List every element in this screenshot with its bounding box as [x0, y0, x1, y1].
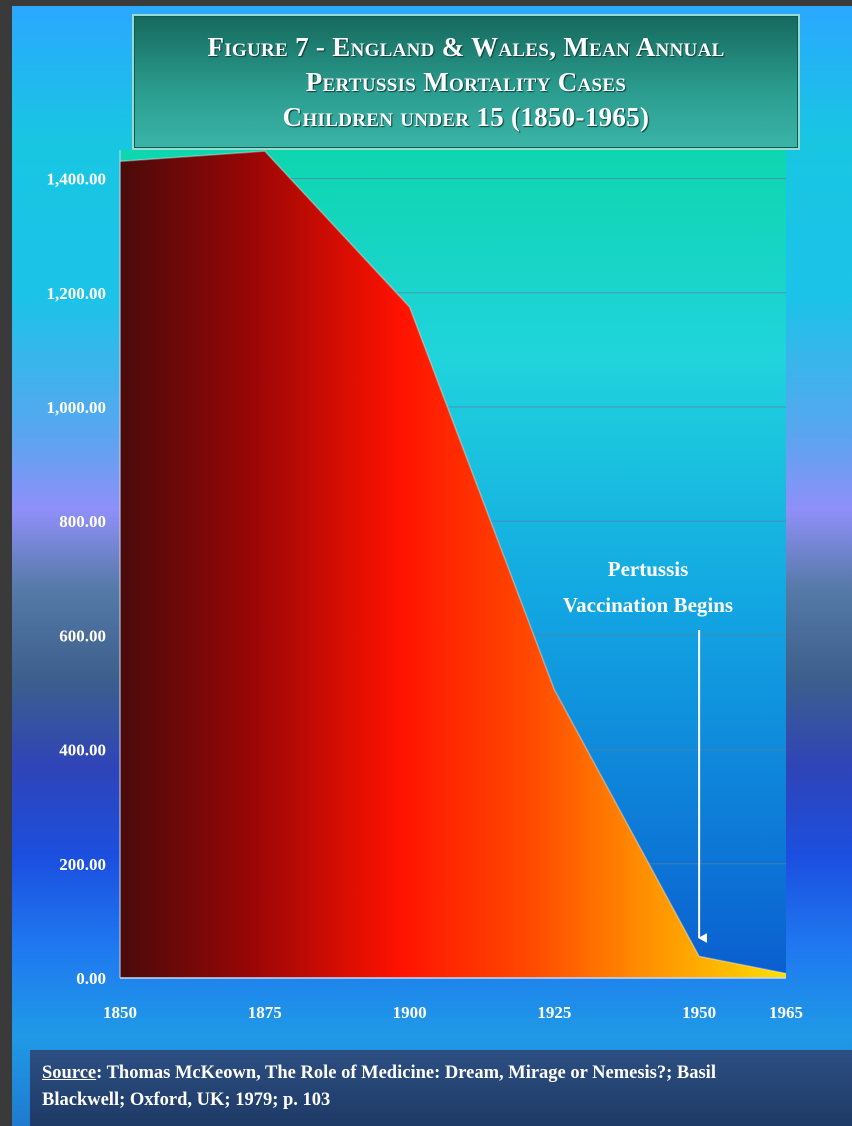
x-tick-labels: 1850 1875 1900 1925 1950 1965	[103, 1003, 803, 1022]
slide: Figure 7 - England & Wales, Mean Annual …	[12, 6, 852, 1126]
source-box: Source: Thomas McKeown, The Role of Medi…	[30, 1050, 852, 1126]
chart-title-line-1: Figure 7 - England & Wales, Mean Annual	[207, 31, 725, 62]
chart-title-box: Figure 7 - England & Wales, Mean Annual …	[132, 14, 800, 150]
annotation-line-2: Vaccination Begins	[563, 593, 733, 617]
x-tick-label: 1850	[103, 1003, 137, 1022]
x-tick-label: 1900	[393, 1003, 427, 1022]
y-tick-label: 1,000.00	[47, 398, 107, 417]
annotation-line-1: Pertussis	[608, 557, 689, 581]
chart-title-line-2: Pertussis Mortality Cases	[305, 66, 627, 97]
x-tick-label: 1925	[537, 1003, 571, 1022]
x-tick-label: 1875	[248, 1003, 282, 1022]
x-tick-label: 1965	[769, 1003, 803, 1022]
y-tick-label: 400.00	[59, 741, 106, 760]
series-area	[120, 151, 786, 978]
source-line-2: Blackwell; Oxford, UK; 1979; p. 103	[42, 1090, 331, 1110]
area-chart: 0.00 200.00 400.00 600.00 800.00 1,000.00 1,20…	[47, 150, 803, 1022]
y-tick-label: 600.00	[59, 626, 106, 645]
y-tick-label: 1,200.00	[47, 284, 107, 303]
vaccination-annotation: Pertussis Vaccination Begins	[563, 557, 733, 943]
source-label: Source	[42, 1063, 97, 1083]
y-tick-label: 0.00	[76, 969, 106, 988]
source-line-1: Source: Thomas McKeown, The Role of Medi…	[30, 1060, 852, 1087]
source-text-1: : Thomas McKeown, The Role of Medicine: …	[96, 1063, 716, 1083]
y-tick-label: 1,400.00	[47, 170, 107, 189]
y-tick-label: 800.00	[59, 512, 106, 531]
x-tick-label: 1950	[682, 1003, 716, 1022]
y-tick-labels: 0.00 200.00 400.00 600.00 800.00 1,000.00 1,20…	[47, 170, 107, 988]
series-line	[119, 150, 787, 975]
axes	[119, 150, 786, 979]
chart-title-line-3: Children under 15 (1850-1965)	[282, 101, 650, 132]
y-tick-label: 200.00	[59, 855, 106, 874]
